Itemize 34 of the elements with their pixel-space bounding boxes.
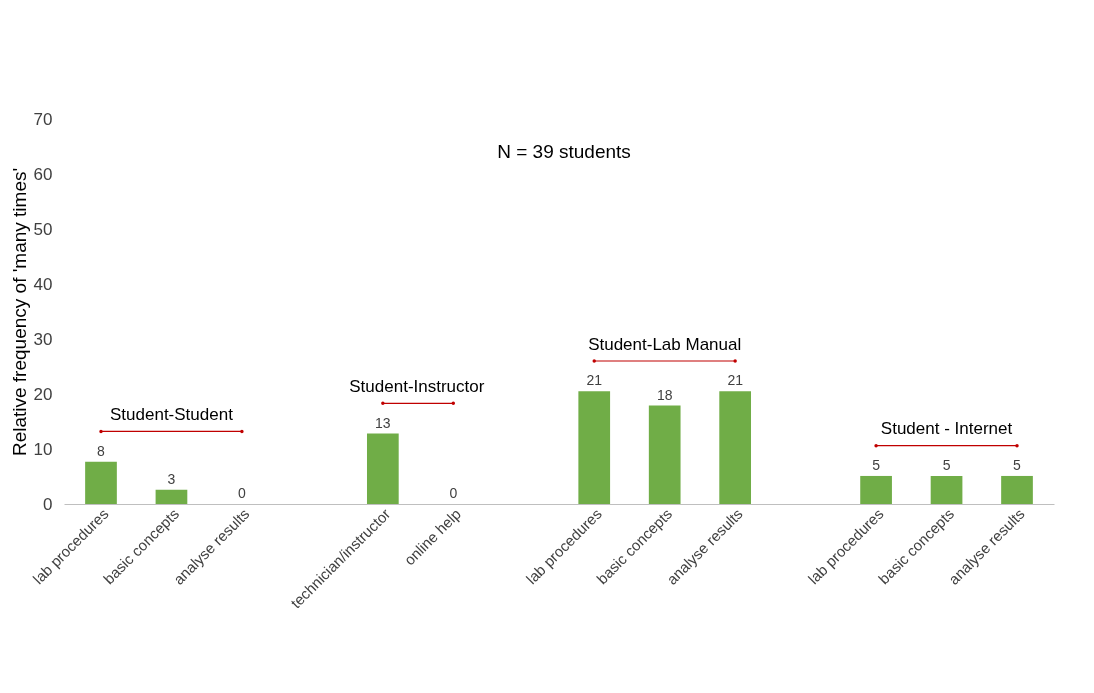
annotation: Student-Student — [110, 404, 234, 424]
data-label: 5 — [872, 456, 881, 473]
data-label: 21 — [727, 372, 744, 389]
data-label: 5 — [942, 456, 951, 473]
bar — [85, 461, 117, 504]
data-label: 8 — [97, 442, 106, 459]
bar — [155, 489, 188, 504]
y-tick-label: 70 — [33, 109, 53, 129]
bar — [578, 391, 611, 504]
y-tick-label: 40 — [33, 274, 53, 294]
annotation: N = 39 students — [497, 141, 631, 162]
data-label: 18 — [656, 386, 673, 403]
bar — [366, 433, 399, 504]
y-tick-label: 30 — [33, 329, 53, 349]
data-label: 13 — [375, 414, 391, 431]
bar — [930, 475, 963, 504]
annotation: Student-Lab Manual — [588, 334, 742, 354]
data-label: 21 — [586, 372, 603, 389]
bar — [719, 391, 752, 504]
data-label: 0 — [238, 485, 247, 501]
data-label: 5 — [1013, 456, 1022, 473]
y-axis-title: Relative frequency of 'many times' — [8, 167, 30, 457]
data-label: 3 — [167, 470, 176, 487]
bar — [1001, 475, 1033, 504]
y-tick-label: 10 — [33, 439, 53, 459]
annotation: Student - Internet — [880, 419, 1013, 439]
y-tick-label: 20 — [33, 384, 53, 404]
bar — [648, 405, 681, 504]
y-tick-label: 0 — [43, 494, 53, 514]
y-tick-label: 60 — [33, 164, 53, 184]
bar — [860, 475, 892, 504]
data-label: 0 — [449, 485, 458, 501]
y-tick-label: 50 — [33, 219, 53, 239]
annotation: Student-Instructor — [349, 376, 485, 396]
